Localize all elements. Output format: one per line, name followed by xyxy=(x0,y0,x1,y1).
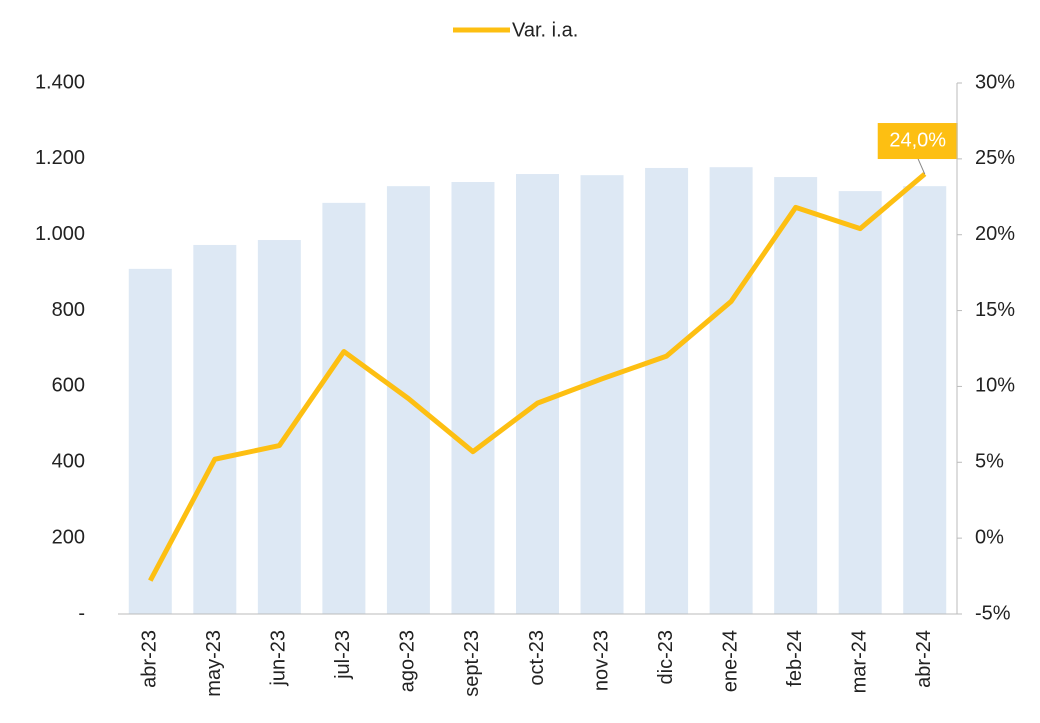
bar xyxy=(838,191,882,614)
x-tick-label: ene-24 xyxy=(719,630,741,692)
y2-tick-label: 5% xyxy=(975,451,1004,473)
y2-tick-label: 15% xyxy=(975,299,1015,321)
line xyxy=(148,172,927,582)
y-tick-label: 1.000 xyxy=(35,223,85,245)
bar xyxy=(128,268,172,614)
y2-tick-label: 0% xyxy=(975,526,1004,548)
y-tick-label: - xyxy=(78,602,85,624)
x-tick-label: may-23 xyxy=(203,630,225,697)
x-tick-label: dic-23 xyxy=(655,630,677,684)
data-label-box xyxy=(877,123,958,160)
x-tick-label: jul-23 xyxy=(332,630,354,680)
x-tick-label: ago-23 xyxy=(397,630,419,692)
bar xyxy=(774,177,818,614)
bar xyxy=(903,186,947,614)
bar xyxy=(645,167,689,614)
x-tick-label: abr-23 xyxy=(139,630,161,688)
y-tick-label: 400 xyxy=(52,451,85,473)
y2-tick-label: 10% xyxy=(975,375,1015,397)
y-tick-label: 800 xyxy=(52,299,85,321)
y2-tick-label: -5% xyxy=(975,602,1011,624)
x-tick-label: jun-23 xyxy=(268,630,290,687)
y2-tick-label: 30% xyxy=(975,71,1015,93)
y-tick-label: 1.400 xyxy=(35,71,85,93)
y-tick-label: 200 xyxy=(52,526,85,548)
x-tick-label: mar-24 xyxy=(848,630,870,693)
bar xyxy=(516,174,559,614)
y-tick-label: 600 xyxy=(52,375,85,397)
y-tick-label: 1.200 xyxy=(35,147,85,169)
x-tick-label: sept-23 xyxy=(461,630,483,697)
legend-label: Var. i.a. xyxy=(512,19,578,41)
x-tick-label: feb-24 xyxy=(784,630,806,687)
bar xyxy=(451,181,495,614)
bar xyxy=(322,202,366,614)
y2-tick-label: 25% xyxy=(975,147,1015,169)
x-tick-label: nov-23 xyxy=(590,630,612,691)
y2-tick-label: 20% xyxy=(975,223,1015,245)
x-tick-label: abr-24 xyxy=(913,630,935,688)
x-tick-label: oct-23 xyxy=(526,630,548,686)
bar xyxy=(580,175,624,614)
data-label: 24,0% xyxy=(889,129,946,151)
leader-line xyxy=(917,157,926,175)
bar xyxy=(193,244,237,614)
bar xyxy=(709,167,753,615)
